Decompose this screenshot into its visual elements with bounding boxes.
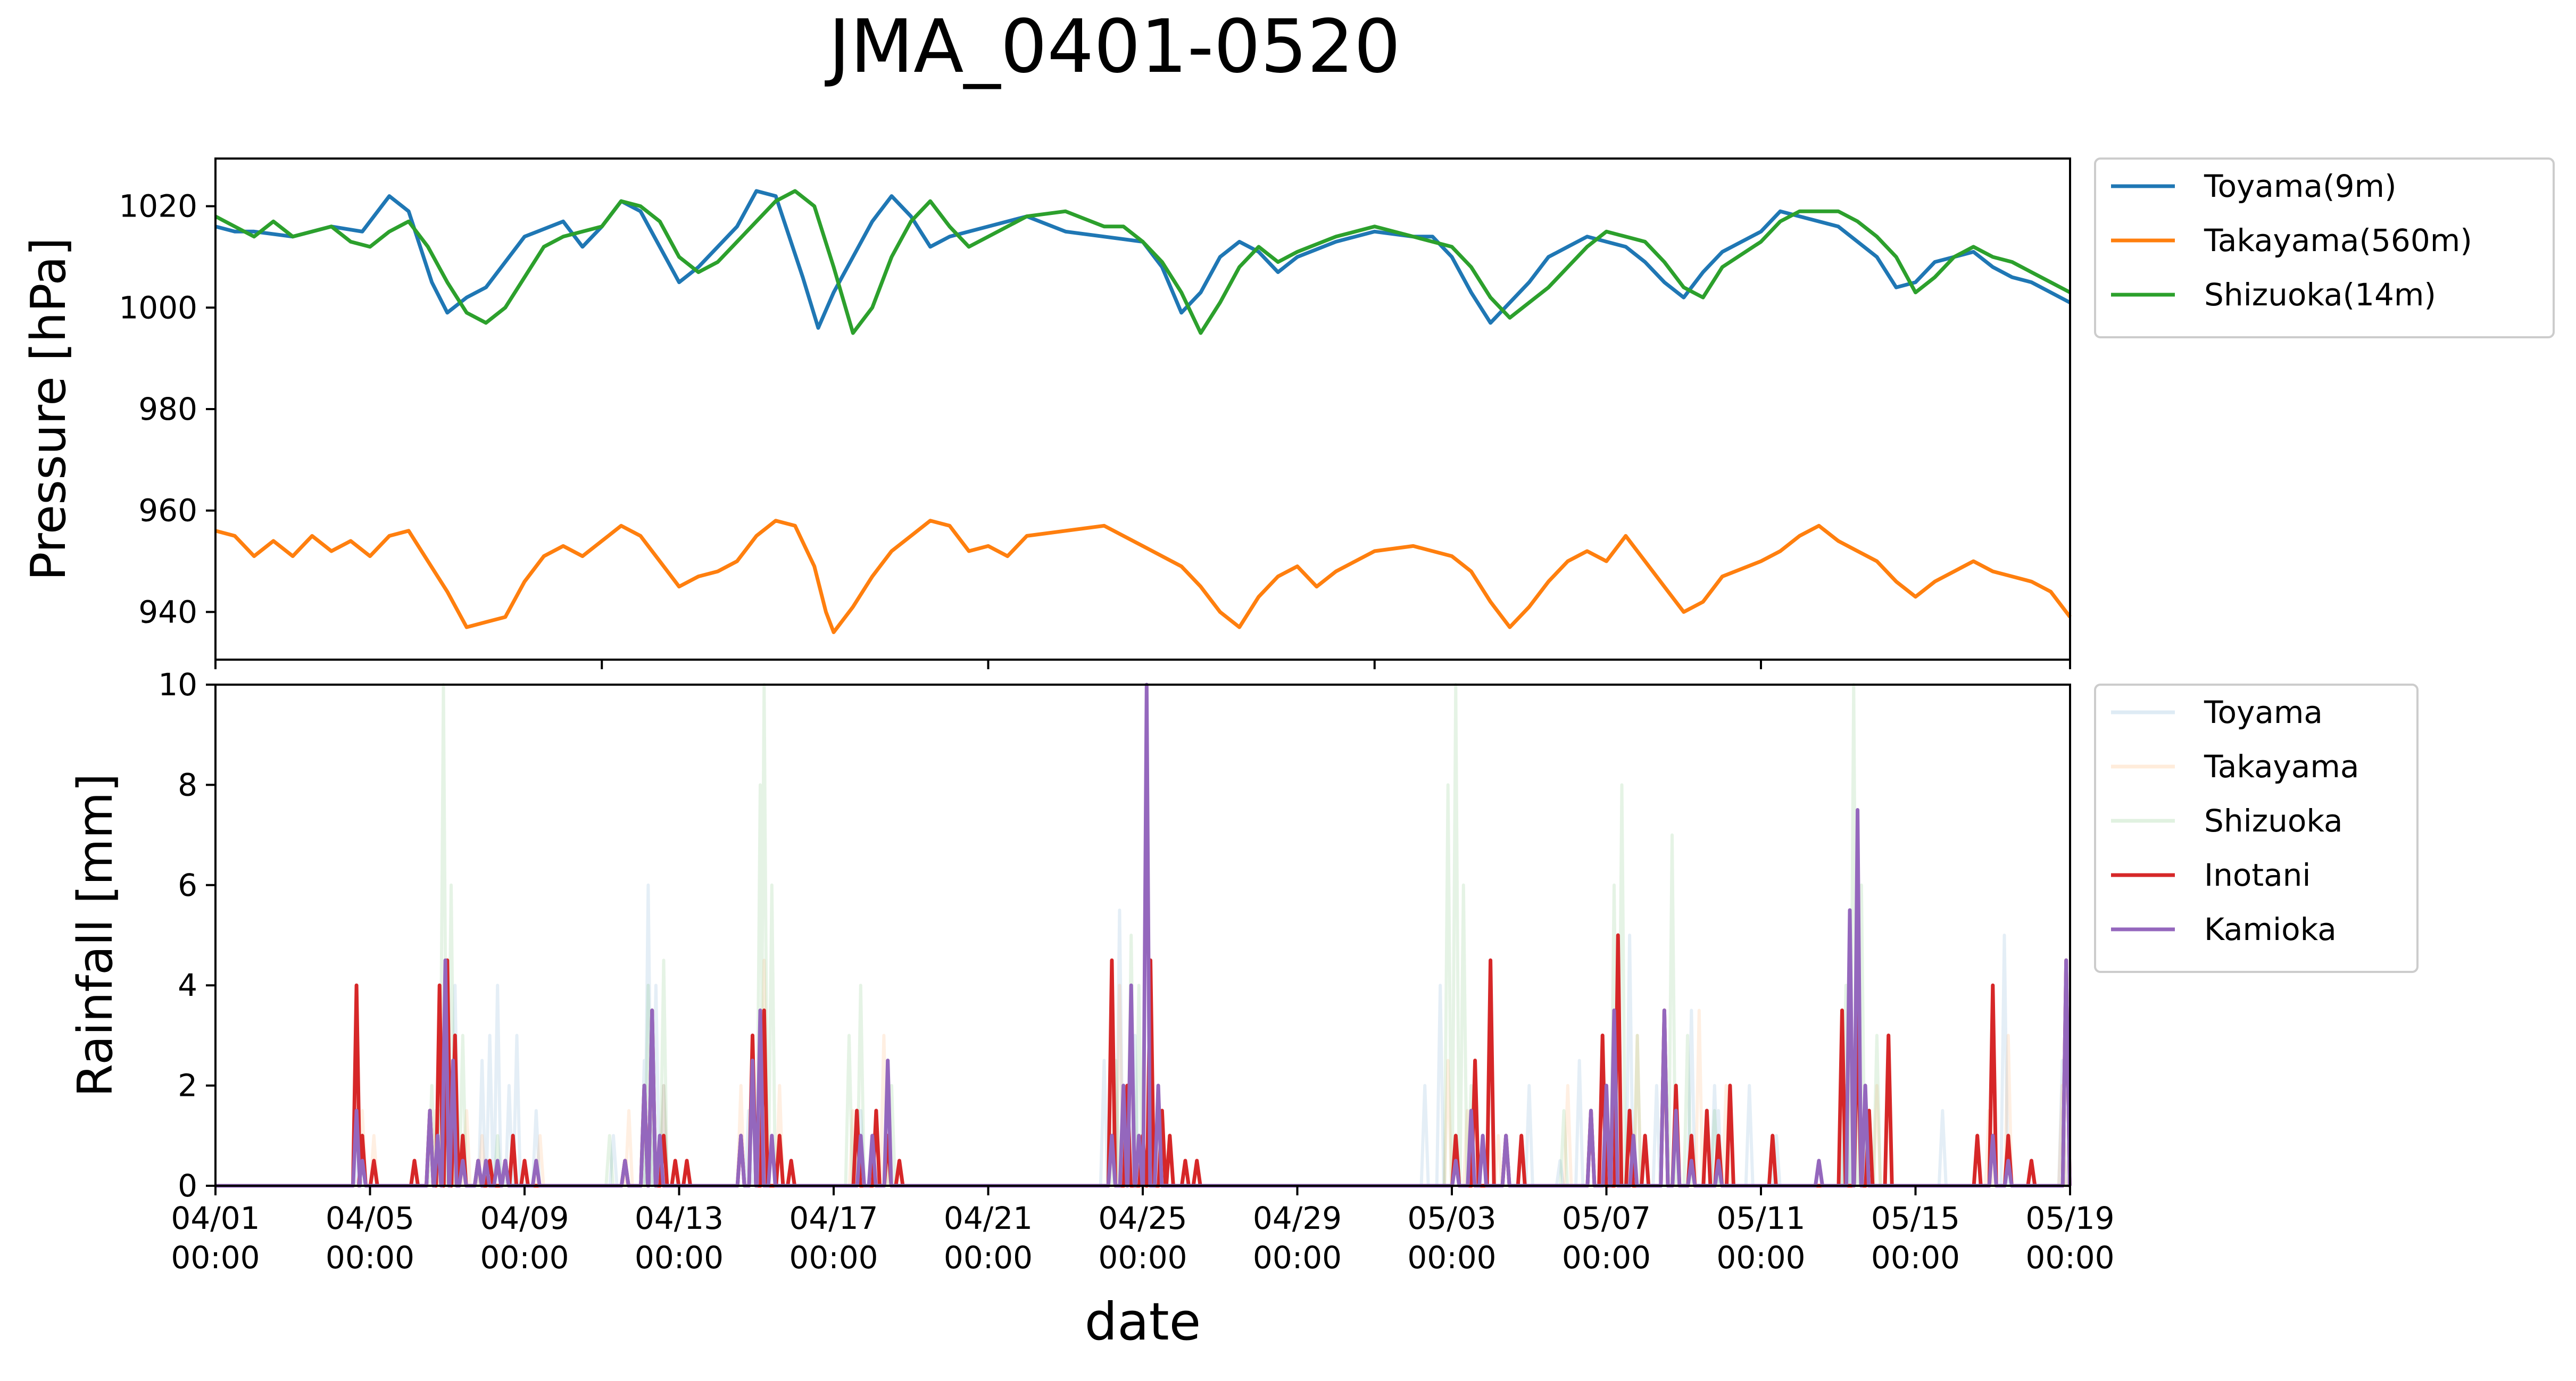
x-tick-label: 05/03 00:00: [1407, 1200, 1496, 1276]
rainfall-x-ticks: 04/01 00:00 04/05 00:00 04/09 00:00 04/13 00:00…: [171, 1186, 2115, 1276]
x-axis-label: date: [1085, 1292, 1201, 1352]
x-tick-label: 04/29 00:00: [1253, 1200, 1342, 1276]
legend-frame: [2094, 157, 2555, 338]
x-tick-label: 04/13 00:00: [635, 1200, 724, 1276]
x-tick-label: 05/15 00:00: [1871, 1200, 1960, 1276]
x-tick-label: 04/17 00:00: [789, 1200, 878, 1276]
rainfall-y-axis-label: Rainfall [mm]: [68, 773, 123, 1097]
x-tick-label: 05/07 00:00: [1562, 1200, 1651, 1276]
legend-frame: [2094, 684, 2419, 973]
chart-title: JMA_0401-0520: [824, 4, 1400, 89]
legend-label-kamioka: Kamioka: [2204, 911, 2337, 947]
legend-label-takayama: Takayama: [2204, 748, 2359, 785]
rainfall-y-tick-label: 2: [178, 1068, 197, 1104]
rainfall-axes-frame: [214, 684, 2071, 1187]
rainfall-y-tick-label: 10: [158, 667, 197, 703]
pressure-panel: 940 960 980 1000 1020 Pressure [hPa]: [21, 157, 2072, 669]
rainfall-series-kamioka: [215, 683, 2072, 1188]
x-tick-label: 04/05 00:00: [326, 1200, 414, 1276]
x-tick-label: 04/21 00:00: [944, 1200, 1033, 1276]
pressure-y-ticks: 940 960 980 1000 1020: [119, 188, 215, 630]
pressure-y-tick-label: 940: [138, 594, 197, 630]
pressure-series-toyama-9m: [215, 189, 2071, 330]
pressure-series-group: [214, 189, 2072, 634]
pressure-y-tick-label: 980: [138, 391, 197, 427]
rainfall-legend: Toyama Takayama Shizuoka Inotani Kamioka: [2094, 684, 2419, 973]
pressure-y-tick-label: 960: [138, 493, 197, 529]
pressure-series-takayama-560m: [215, 519, 2072, 634]
rainfall-y-tick-label: 4: [178, 967, 197, 1003]
pressure-y-tick-label: 1000: [119, 289, 197, 326]
pressure-legend: Toyama(9m) Takayama(560m) Shizuoka(14m): [2094, 157, 2555, 338]
rainfall-y-tick-label: 8: [178, 767, 197, 803]
legend-label-takayama-560m: Takayama(560m): [2204, 222, 2472, 259]
pressure-x-ticks: [214, 660, 2071, 669]
pressure-axes-frame: [214, 157, 2071, 661]
x-tick-label: 04/25 00:00: [1098, 1200, 1187, 1276]
legend-label-toyama: Toyama: [2204, 694, 2323, 730]
rainfall-y-ticks: 0 2 4 6 8 10: [158, 667, 215, 1204]
pressure-series-shizuoka-14m: [214, 189, 2071, 335]
legend-label-shizuoka: Shizuoka: [2204, 803, 2343, 839]
x-tick-label: 05/11 00:00: [1716, 1200, 1805, 1276]
x-tick-label: 05/19 00:00: [2025, 1200, 2114, 1276]
x-tick-label: 04/01 00:00: [171, 1200, 260, 1276]
rainfall-y-tick-label: 6: [178, 867, 197, 903]
legend-label-shizuoka-14m: Shizuoka(14m): [2204, 277, 2436, 313]
pressure-y-axis-label: Pressure [hPa]: [21, 237, 77, 581]
rainfall-series-group: [215, 683, 2072, 1188]
legend-label-toyama-9m: Toyama(9m): [2204, 168, 2397, 204]
rainfall-y-tick-label: 0: [178, 1168, 197, 1204]
legend-label-inotani: Inotani: [2204, 857, 2311, 893]
x-tick-label: 04/09 00:00: [480, 1200, 569, 1276]
pressure-y-tick-label: 1020: [119, 188, 197, 224]
